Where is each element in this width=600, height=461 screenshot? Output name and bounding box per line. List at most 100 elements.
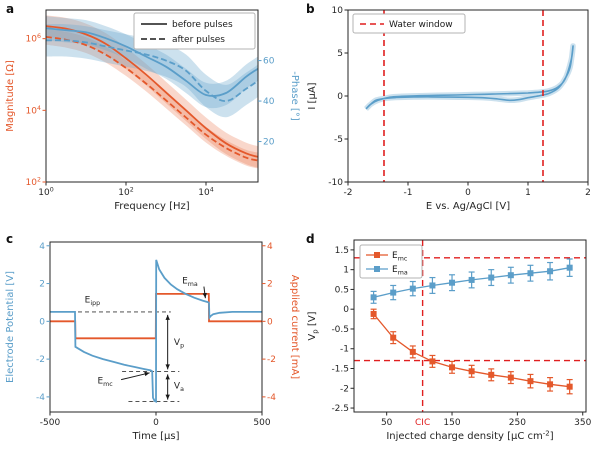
x-tick-label: 50 bbox=[381, 418, 393, 428]
y-tick-label: 1.5 bbox=[335, 246, 349, 256]
left-axis-label: Magnitude [Ω] bbox=[5, 60, 16, 132]
plot-frame bbox=[353, 239, 587, 413]
curve-phase-before bbox=[46, 27, 258, 97]
y-tick-label: 2 bbox=[39, 280, 45, 290]
y-tick-label: 20 bbox=[263, 138, 275, 148]
y-tick-label: -10 bbox=[328, 178, 343, 188]
y-tick-label: 40 bbox=[263, 97, 275, 107]
y-tick-label: 0 bbox=[337, 92, 343, 102]
va-label: Va bbox=[174, 381, 184, 393]
y-tick-label: 104 bbox=[26, 105, 41, 117]
arrow-head bbox=[165, 364, 170, 370]
arrow-head bbox=[144, 371, 150, 377]
y-tick-label: 10 bbox=[332, 6, 344, 16]
legend-label: Ema bbox=[392, 265, 408, 277]
y-tick-label: -0.5 bbox=[331, 325, 349, 335]
plot-frame bbox=[45, 9, 259, 183]
y-tick-label: -2 bbox=[340, 384, 349, 394]
y-tick-label: -4 bbox=[36, 393, 45, 403]
curve-phase-after bbox=[46, 39, 258, 103]
x-tick-label: 102 bbox=[118, 187, 133, 199]
x-tick-label: 350 bbox=[574, 418, 591, 428]
square-marker bbox=[547, 268, 554, 275]
y-tick-label: 5 bbox=[337, 49, 343, 59]
x-tick-label: 150 bbox=[443, 418, 460, 428]
x-tick-label: -500 bbox=[40, 418, 61, 428]
y-tick-label: -5 bbox=[334, 135, 343, 145]
panel-b: b -2 -1 0 1 2 -10 -5 0 5 10 E vs. Ag/AgCl [V] I [μA… bbox=[300, 0, 600, 230]
y-tick-label: -2.5 bbox=[331, 404, 349, 414]
curve-magnitude-before bbox=[46, 25, 258, 158]
panel-a: a 100 102 104 102 104 106 20 40 60 Frequency [Hz]… bbox=[0, 0, 300, 230]
square-marker bbox=[409, 348, 416, 355]
y-tick-label: 4 bbox=[267, 242, 273, 252]
arrow-head bbox=[165, 374, 170, 380]
cic-label: CIC bbox=[415, 418, 430, 428]
square-marker bbox=[370, 294, 377, 301]
square-marker bbox=[488, 274, 495, 281]
square-marker bbox=[370, 310, 377, 317]
y-tick-label: 0 bbox=[39, 317, 45, 327]
arrow-head bbox=[165, 314, 170, 320]
y-tick-label: -4 bbox=[267, 393, 276, 403]
vp-arrow bbox=[165, 314, 170, 370]
y-tick-label: 102 bbox=[26, 177, 41, 189]
y-tick-label: 4 bbox=[39, 242, 45, 252]
curve-magnitude-after bbox=[46, 36, 258, 162]
left-axis-label: Electrode Potential [V] bbox=[5, 271, 16, 383]
panel-c-letter: c bbox=[6, 232, 14, 246]
electrode-potential-curve bbox=[50, 259, 262, 404]
square-marker bbox=[390, 334, 397, 341]
x-tick-label: 1 bbox=[525, 188, 531, 198]
legend: Emc Ema bbox=[359, 244, 423, 279]
panel-d-charge-density-plot: 50 150 250 350 -2.5 -2 -1.5 -1 -0.5 0 0.5 1 1.5 CIC In… bbox=[307, 239, 592, 443]
square-marker bbox=[409, 285, 416, 292]
series-E_ma bbox=[370, 258, 573, 304]
square-marker bbox=[468, 276, 475, 283]
square-marker bbox=[449, 279, 456, 286]
x-tick-label: 100 bbox=[38, 187, 53, 199]
y-tick-label: 1 bbox=[343, 266, 349, 276]
y-tick-label: -2 bbox=[36, 355, 45, 365]
ema-label: Ema bbox=[182, 277, 198, 289]
x-tick-label: -2 bbox=[344, 188, 353, 198]
ema-arrow bbox=[202, 286, 207, 299]
x-tick-label: -1 bbox=[404, 188, 413, 198]
x-axis-label: Injected charge density [μC cm-2] bbox=[386, 430, 553, 443]
eipp-label: Eipp bbox=[85, 295, 100, 307]
x-axis-label: Frequency [Hz] bbox=[114, 201, 190, 212]
y-tick-label: -1 bbox=[340, 345, 349, 355]
y-tick-label: -2 bbox=[267, 355, 276, 365]
y-tick-label: 2 bbox=[267, 280, 273, 290]
panel-c-voltage-transient-plot: Vp Va Emc Ema Eipp -500 0 500 -4 -2 0 2 4 -4 -2 0 2 4 Time… bbox=[5, 241, 300, 442]
panel-b-letter: b bbox=[306, 2, 315, 16]
legend-box bbox=[359, 244, 423, 279]
panel-a-letter: a bbox=[6, 2, 15, 16]
emc-label: Emc bbox=[97, 377, 113, 389]
vp-label: Vp bbox=[174, 338, 184, 350]
y-tick-label: 0.5 bbox=[335, 285, 349, 295]
x-tick-label: 0 bbox=[465, 188, 471, 198]
square-marker bbox=[488, 371, 495, 378]
square-marker bbox=[429, 282, 436, 289]
legend-box bbox=[133, 12, 256, 50]
square-marker bbox=[566, 264, 573, 271]
legend-box bbox=[352, 13, 466, 34]
y-tick-label: 0 bbox=[267, 317, 273, 327]
series-E_mc bbox=[370, 308, 573, 395]
square-marker bbox=[468, 368, 475, 375]
right-axis-label: -Phase [°] bbox=[289, 71, 300, 121]
square-marker bbox=[566, 383, 573, 390]
square-marker bbox=[547, 381, 554, 388]
panel-c: c Vp Va Emc Ema Eipp -500 0 500 -4 -2 0 2 4 -4 -2 0 2 4 Ti… bbox=[0, 230, 300, 461]
square-marker bbox=[507, 374, 514, 381]
x-tick-label: 0 bbox=[153, 418, 159, 428]
x-tick-label: 2 bbox=[585, 188, 591, 198]
va-arrow bbox=[165, 374, 170, 400]
square-marker bbox=[449, 364, 456, 371]
right-axis-label: Applied current [mA] bbox=[289, 275, 300, 380]
legend-label: Water window bbox=[389, 20, 453, 30]
